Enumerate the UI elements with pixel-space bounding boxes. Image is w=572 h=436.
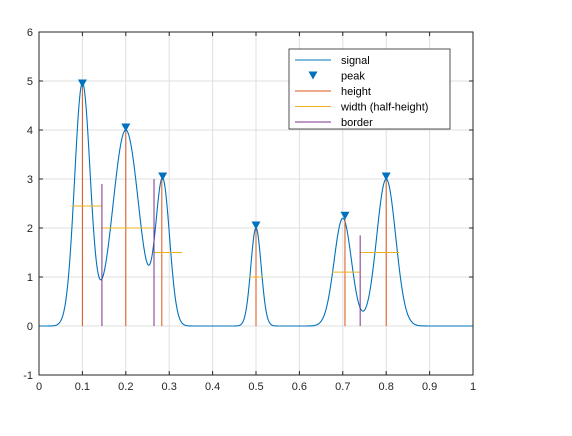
plot-area-border [38, 31, 474, 376]
legend: signal peak height width (half-height) borde… [288, 48, 451, 130]
x-tick-label: 0.8 [379, 381, 394, 393]
peak-marker [251, 221, 261, 230]
legend-label: border [341, 117, 373, 129]
x-tick-label: 1 [470, 381, 476, 393]
x-tick-label: 0.5 [248, 381, 263, 393]
legend-label: signal [341, 55, 370, 67]
peak-marker [121, 123, 131, 132]
x-tick-label: 0.7 [335, 381, 350, 393]
legend-label: height [341, 86, 371, 98]
y-tick-label: 5 [27, 76, 33, 88]
y-tick-label: -1 [23, 370, 33, 382]
y-tick-label: 4 [27, 125, 33, 137]
y-tick-label: 3 [27, 174, 33, 186]
x-tick-label: 0.2 [118, 381, 133, 393]
y-tick-label: 6 [27, 27, 33, 39]
x-tick-label: 0.3 [162, 381, 177, 393]
legend-label: width (half-height) [340, 102, 428, 114]
legend-box [288, 48, 451, 130]
peak-marker [77, 79, 87, 88]
y-tick-label: 0 [27, 321, 33, 333]
peak-marker [158, 172, 168, 181]
legend-swatch [308, 71, 318, 80]
x-tick-label: 0.1 [75, 381, 90, 393]
peak-marker [340, 211, 350, 220]
y-tick-label: 2 [27, 223, 33, 235]
plot-marks [39, 79, 473, 327]
legend-label: peak [341, 71, 365, 83]
y-tick-label: 1 [27, 272, 33, 284]
peak-marker [381, 172, 391, 181]
x-tick-label: 0.6 [292, 381, 307, 393]
x-tick-label: 0.9 [422, 381, 437, 393]
x-tick-label: 0 [36, 381, 42, 393]
x-tick-label: 0.4 [205, 381, 220, 393]
